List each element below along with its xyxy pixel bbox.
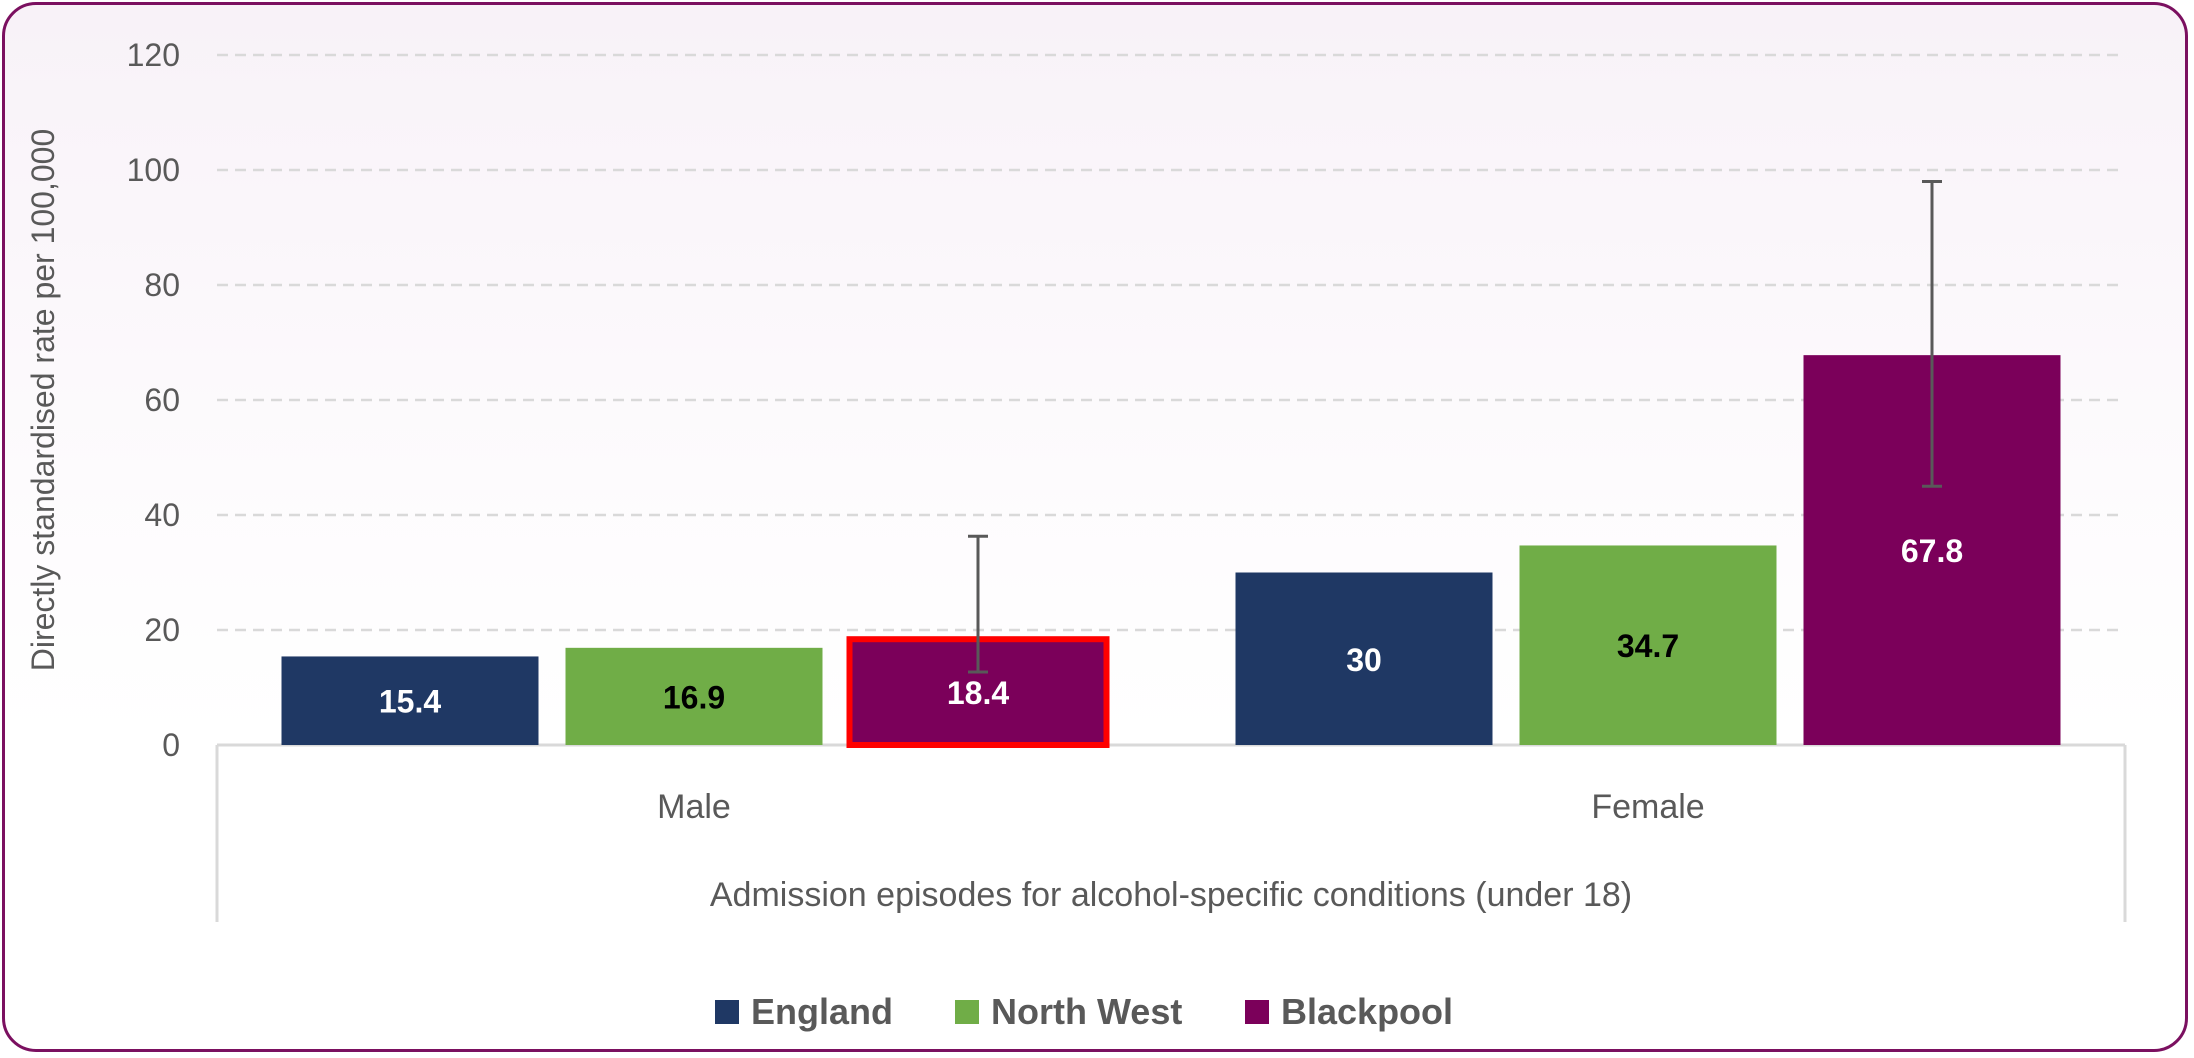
data-label: 34.7 [1617, 628, 1679, 664]
x-axis-title: Admission episodes for alcohol-specific … [710, 876, 1632, 914]
y-axis-title: Directly standardised rate per 100,000 [25, 129, 61, 672]
x-tick-label: Male [657, 788, 731, 826]
legend-label: England [751, 991, 893, 1032]
legend-swatch-north-west [955, 1000, 979, 1024]
y-tick-label: 20 [144, 612, 180, 648]
data-label: 15.4 [379, 684, 441, 720]
legend-label: Blackpool [1281, 991, 1453, 1032]
y-tick-label: 0 [162, 727, 180, 763]
y-tick-label: 60 [144, 382, 180, 418]
legend-swatch-england [715, 1000, 739, 1024]
data-label: 16.9 [663, 679, 725, 715]
y-tick-label: 80 [144, 267, 180, 303]
data-label: 30 [1346, 642, 1382, 678]
data-label: 67.8 [1901, 533, 1963, 569]
y-tick-label: 100 [127, 152, 180, 188]
y-tick-label: 120 [127, 37, 180, 73]
bar-england [1235, 572, 1493, 745]
bar-north-west [1519, 545, 1777, 745]
x-tick-label: Female [1591, 788, 1704, 826]
legend-label: North West [991, 991, 1182, 1032]
bar-england [281, 656, 539, 745]
legend-swatch-blackpool [1245, 1000, 1269, 1024]
data-label: 18.4 [947, 675, 1009, 711]
y-tick-label: 40 [144, 497, 180, 533]
bar-north-west [565, 647, 823, 745]
